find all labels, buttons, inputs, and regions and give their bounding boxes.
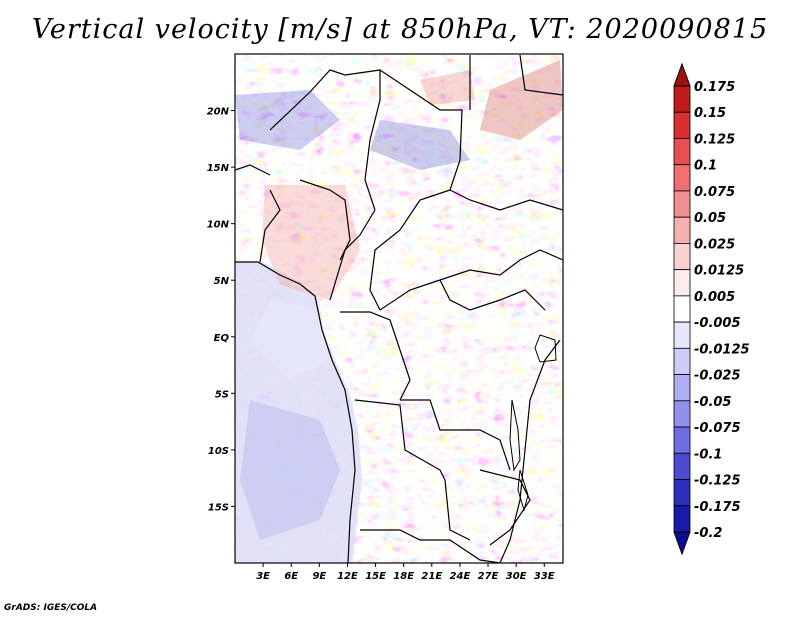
lon-tick-label: 12E [337,571,358,582]
colorbar-box [673,111,691,139]
colorbar-box [673,164,691,192]
lon-tick-label: 27E [478,571,499,582]
colorbar-label: -0.1 [694,447,722,462]
longitude-axis: 3E 6E 9E 12E 15E 18E 21E 24E 27E 30E 33E [256,563,555,582]
colorbar-box [673,452,691,480]
colorbar-box [673,400,691,428]
colorbar-box [673,269,691,297]
lat-tick-label: 15N [207,163,230,174]
colorbar-label: 0.175 [694,80,735,95]
colorbar-label: 0.075 [694,185,735,200]
colorbar-box [673,85,691,113]
lon-tick-label: 15E [365,571,386,582]
map-title: Vertical velocity [m/s] at 850hPa, VT: 2… [31,14,769,45]
lat-tick-label: EQ [214,333,230,344]
lon-tick-label: 24E [450,571,471,582]
colorbar-box [673,295,691,323]
lon-tick-label: 21E [421,571,442,582]
lon-tick-label: 30E [506,571,527,582]
colorbar-box [673,426,691,454]
grads-credit: GrADS: IGES/COLA [4,603,98,613]
colorbar-label: 0.15 [694,106,726,121]
lat-tick-label: 5N [214,276,230,287]
colorbar-box [673,347,691,375]
colorbar-box [673,216,691,244]
colorbar-label: -0.075 [694,421,741,436]
colorbar-label: -0.005 [694,316,741,331]
country-borders [235,54,563,563]
colorbar-label: -0.125 [694,474,741,489]
colorbar-label: 0.1 [694,159,717,174]
lat-tick-label: 10N [207,220,230,231]
colorbar-box [673,479,691,507]
colorbar-label: 0.05 [694,211,726,226]
latitude-axis: 20N 15N 10N 5N EQ 5S 10S 15S [207,107,235,513]
colorbar-box [673,190,691,218]
colorbar: 0.175 0.15 0.125 0.1 0.075 0.05 0.025 0.0125 0.0… [673,62,750,556]
colorbar-label: 0.0125 [694,264,744,279]
lat-tick-label: 10S [208,446,229,457]
colorbar-max-arrow [673,62,691,87]
colorbar-box [673,243,691,271]
lat-tick-label: 5S [215,389,229,400]
colorbar-label: 0.025 [694,237,735,252]
map-frame [234,53,564,564]
colorbar-label: 0.005 [694,290,735,305]
colorbar-box [673,321,691,349]
colorbar-label: 0.125 [694,132,735,147]
lon-tick-label: 3E [256,571,270,582]
lat-tick-label: 15S [208,502,229,513]
lakes [509,334,557,512]
colorbar-box [673,138,691,166]
velocity-field [235,54,563,563]
lon-tick-label: 9E [312,571,326,582]
colorbar-label: -0.0125 [694,342,750,357]
colorbar-label: -0.2 [694,526,722,541]
lat-tick-label: 20N [207,107,230,118]
lon-tick-label: 6E [284,571,298,582]
colorbar-box [673,374,691,402]
colorbar-box [673,505,691,533]
colorbar-label: -0.05 [694,395,731,410]
colorbar-label: -0.025 [694,369,741,384]
lon-tick-label: 33E [534,571,555,582]
colorbar-min-arrow [673,531,691,556]
colorbar-label: -0.175 [694,500,741,515]
lon-tick-label: 18E [393,571,414,582]
